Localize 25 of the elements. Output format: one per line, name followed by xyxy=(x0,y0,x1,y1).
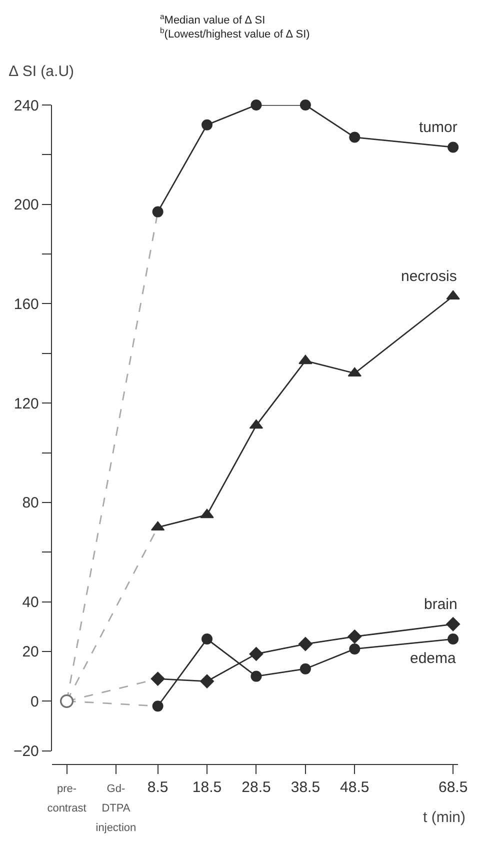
y-tick-label: 80 xyxy=(22,494,39,512)
series-label: necrosis xyxy=(401,268,457,285)
y-tick-label: 120 xyxy=(14,395,39,412)
x-tick-label: pre-contrast xyxy=(47,783,86,815)
y-tick-label: 240 xyxy=(14,97,39,114)
x-tick-label: 28.5 xyxy=(242,779,271,796)
series-label: edema xyxy=(410,650,457,667)
y-tick-label: 200 xyxy=(14,196,39,214)
x-tick-label: 18.5 xyxy=(192,779,222,796)
y-tick-label: −20 xyxy=(13,743,39,760)
y-tick-label: 0 xyxy=(30,693,39,710)
x-axis-title: t (min) xyxy=(423,809,466,826)
text: $^{b}$(Lowest/highest value of ∆ SI) xyxy=(160,26,310,41)
y-tick-label: 40 xyxy=(22,594,39,612)
x-tick-label: 8.5 xyxy=(147,779,168,796)
x-tick-label: 38.5 xyxy=(290,779,320,796)
y-axis-title: ∆ SI (a.U) xyxy=(9,63,74,80)
x-tick-label: 68.5 xyxy=(438,779,468,796)
series-label: brain xyxy=(424,596,458,613)
x-tick-label: 48.5 xyxy=(340,779,370,796)
y-tick-label: 160 xyxy=(14,296,39,313)
series-label: tumor xyxy=(419,119,458,136)
text: $^{a}$Median value of ∆ SI xyxy=(160,12,266,27)
y-tick-label: 20 xyxy=(22,644,39,661)
x-tick-label: Gd-DTPA injection xyxy=(96,783,136,834)
